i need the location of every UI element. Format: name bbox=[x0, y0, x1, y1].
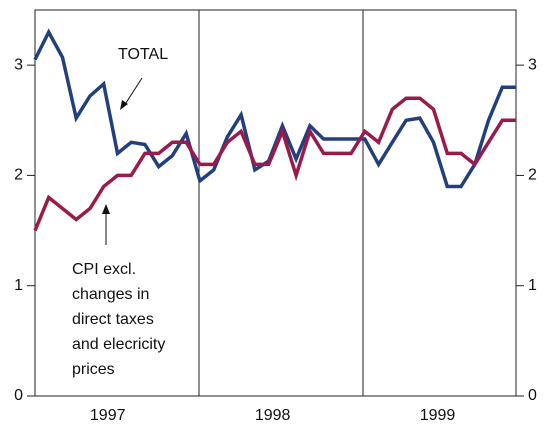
y-tick-label: 2 bbox=[14, 167, 23, 184]
y2-tick-label: 3 bbox=[528, 56, 537, 73]
annotation: and elecricity bbox=[72, 336, 165, 353]
y-tick-label: 3 bbox=[14, 56, 23, 73]
annotation: prices bbox=[72, 361, 115, 378]
y-tick-label: 1 bbox=[14, 277, 23, 294]
annotation: direct taxes bbox=[72, 311, 154, 328]
x-tick-label: 1998 bbox=[255, 407, 291, 424]
annotation: CPI excl. bbox=[72, 261, 136, 278]
arrow-head bbox=[102, 204, 110, 214]
y2-tick-label: 1 bbox=[528, 277, 537, 294]
series-line bbox=[33, 96, 516, 232]
x-tick-label: 1997 bbox=[90, 407, 126, 424]
series-line bbox=[33, 28, 516, 189]
arrow bbox=[123, 77, 143, 107]
plot-frame bbox=[34, 9, 517, 397]
annotation: changes in bbox=[72, 286, 149, 303]
arrow-head bbox=[120, 100, 128, 110]
y2-tick-label: 2 bbox=[528, 167, 537, 184]
y2-tick-label: 0 bbox=[528, 387, 537, 404]
y-tick-label: 0 bbox=[14, 387, 23, 404]
x-tick-label: 1999 bbox=[420, 407, 456, 424]
annotation: TOTAL bbox=[118, 46, 168, 63]
